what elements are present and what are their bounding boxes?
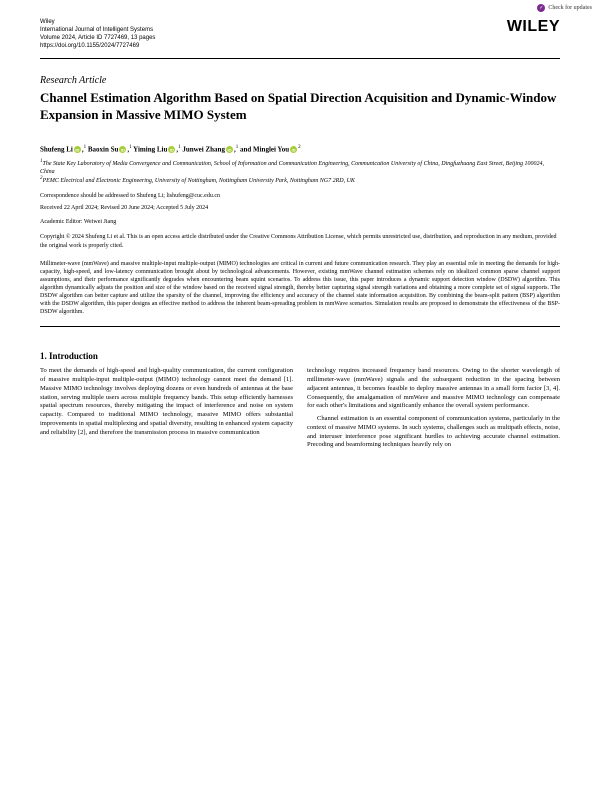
header-divider [40, 58, 560, 59]
article-type: Research Article [0, 69, 600, 88]
header-meta: Wiley International Journal of Intellige… [40, 18, 155, 50]
author-5: Minglei You [253, 145, 289, 153]
body-columns: To meet the demands of high-speed and hi… [0, 367, 600, 454]
abstract: Millimeter-wave (mmWave) and massive mul… [0, 254, 600, 325]
intro-p1: To meet the demands of high-speed and hi… [40, 367, 293, 437]
copyright: Copyright © 2024 Shufeng Li et al. This … [0, 229, 600, 253]
affiliations: 1The State Key Laboratory of Media Conve… [0, 157, 600, 187]
affil-sup: 2 [298, 145, 301, 150]
article-title: Channel Estimation Algorithm Based on Sp… [0, 88, 600, 135]
journal-name: International Journal of Intelligent Sys… [40, 26, 155, 34]
wiley-logo: WILEY [507, 18, 560, 36]
check-updates-icon [537, 4, 545, 12]
academic-editor: Academic Editor: Weiwei Jiang [0, 215, 600, 229]
affil-sup: 1 [178, 145, 181, 150]
author-2: Baoxin Su [88, 145, 119, 153]
orcid-icon[interactable] [226, 146, 233, 153]
author-1: Shufeng Li [40, 145, 73, 153]
affil-sup: 1 [84, 145, 87, 150]
column-left: To meet the demands of high-speed and hi… [40, 367, 293, 454]
abstract-divider [40, 326, 560, 327]
orcid-icon[interactable] [74, 146, 81, 153]
affil-sup: 1 [129, 145, 132, 150]
section-1-heading: 1. Introduction [0, 337, 600, 367]
correspondence: Correspondence should be addressed to Sh… [0, 187, 600, 201]
author-3: Yiming Liu [133, 145, 167, 153]
affiliation-1: 1The State Key Laboratory of Media Conve… [40, 159, 560, 176]
affil-sup: 1 [236, 145, 239, 150]
doi-link[interactable]: https://doi.org/10.1155/2024/7727469 [40, 42, 155, 50]
authors-line: Shufeng Li,1 Baoxin Su,1 Yiming Liu,1 Ju… [0, 135, 600, 157]
intro-p1-cont: technology requires increased frequency … [307, 367, 560, 411]
orcid-icon[interactable] [290, 146, 297, 153]
volume-line: Volume 2024, Article ID 7727469, 13 page… [40, 34, 155, 42]
check-updates-label: Check for updates [548, 5, 592, 11]
page-header: Wiley International Journal of Intellige… [0, 0, 600, 56]
intro-p2: Channel estimation is an essential compo… [307, 415, 560, 450]
check-updates-badge[interactable]: Check for updates [537, 4, 592, 12]
affiliation-2: 2PEMC Electrical and Electronic Engineer… [40, 176, 560, 185]
orcid-icon[interactable] [168, 146, 175, 153]
author-4: Junwei Zhang [182, 145, 225, 153]
publisher-name: Wiley [40, 18, 155, 26]
dates-line: Received 22 April 2024; Revised 20 June … [0, 201, 600, 215]
orcid-icon[interactable] [119, 146, 126, 153]
column-right: technology requires increased frequency … [307, 367, 560, 454]
